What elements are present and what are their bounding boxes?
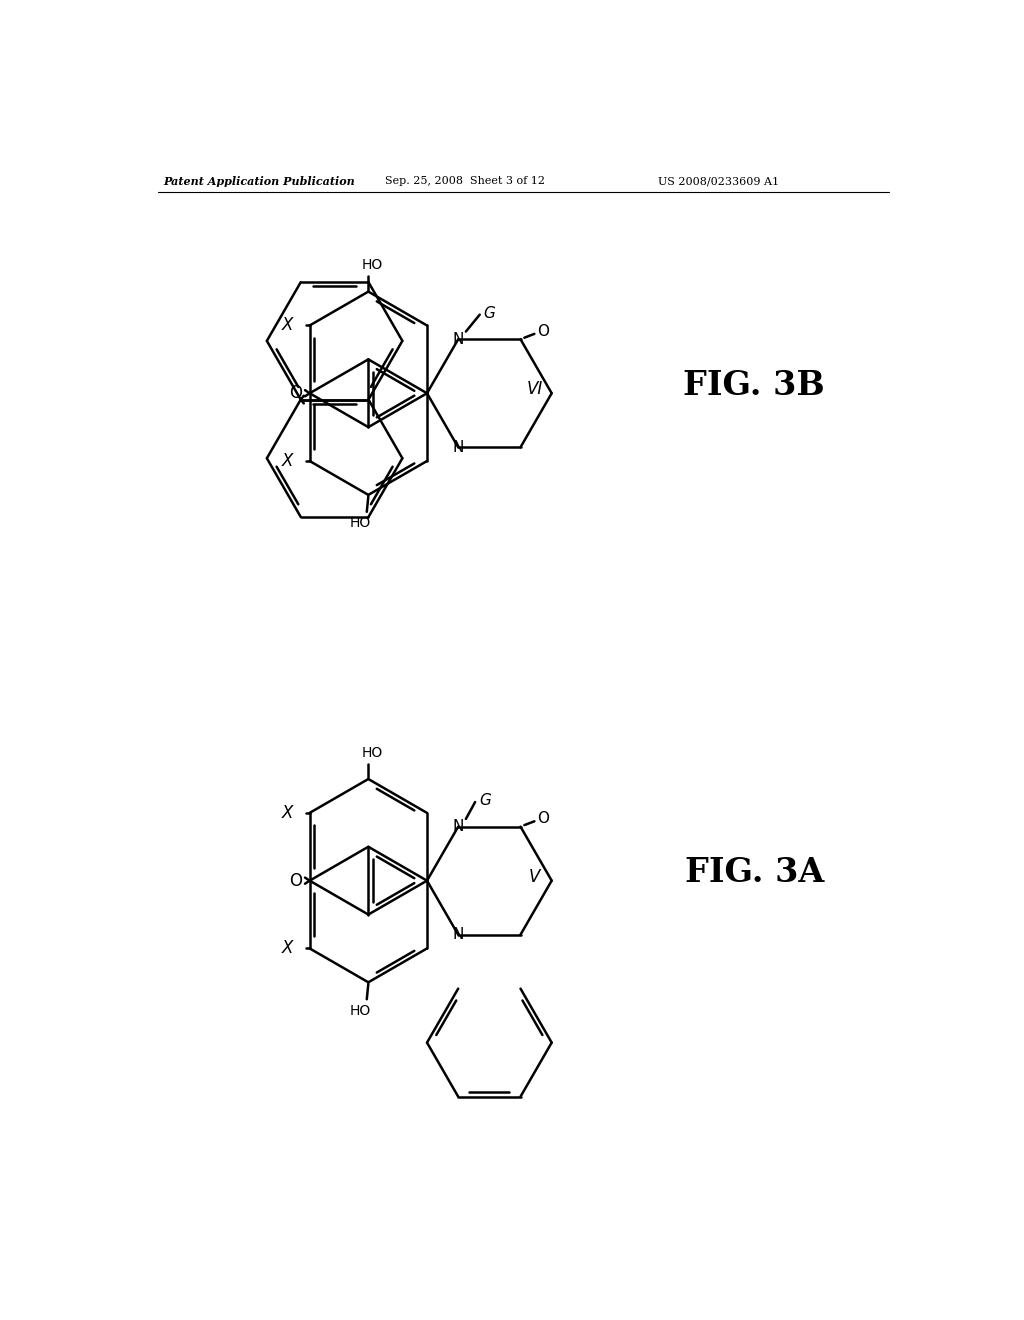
Text: G: G — [483, 306, 496, 321]
Text: V: V — [529, 867, 541, 886]
Text: US 2008/0233609 A1: US 2008/0233609 A1 — [658, 176, 779, 186]
Text: O: O — [290, 384, 302, 403]
Text: N: N — [453, 820, 464, 834]
Text: Patent Application Publication: Patent Application Publication — [163, 176, 354, 187]
Text: N: N — [453, 440, 464, 454]
Text: VI: VI — [526, 380, 543, 399]
Text: HO: HO — [361, 259, 383, 272]
Text: FIG. 3A: FIG. 3A — [685, 857, 824, 890]
Text: HO: HO — [350, 516, 372, 531]
Text: X: X — [282, 940, 293, 957]
Text: Sep. 25, 2008  Sheet 3 of 12: Sep. 25, 2008 Sheet 3 of 12 — [385, 176, 545, 186]
Text: HO: HO — [361, 746, 383, 760]
Text: X: X — [282, 451, 293, 470]
Text: O: O — [538, 812, 550, 826]
Text: O: O — [538, 325, 550, 339]
Text: X: X — [282, 804, 293, 822]
Text: X: X — [282, 317, 293, 334]
Text: G: G — [479, 793, 490, 808]
Text: N: N — [453, 331, 464, 347]
Text: N: N — [453, 927, 464, 942]
Text: O: O — [290, 871, 302, 890]
Text: HO: HO — [350, 1005, 372, 1018]
Text: FIG. 3B: FIG. 3B — [683, 370, 825, 403]
